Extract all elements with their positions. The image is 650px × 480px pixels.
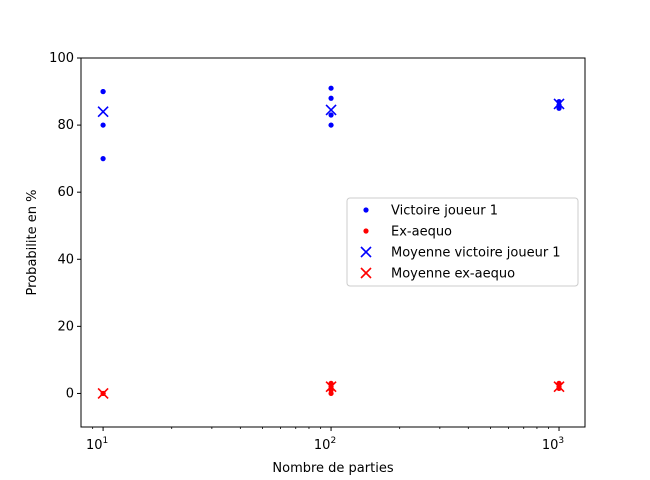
y-tick-label: 80 [57,118,74,133]
legend: Victoire joueur 1 Ex-aequo Moyenne victoir… [346,197,579,287]
y-tick-label: 100 [49,51,74,66]
legend-dot-marker [363,228,369,234]
y-tick-label: 0 [66,386,74,401]
legend-box [346,197,579,287]
series-1-point [328,390,334,397]
y-tick-label: 60 [57,185,74,200]
x-tick-label: 101 [86,436,108,453]
x-tick-label: 103 [542,436,564,453]
legend-x-marker [360,246,372,258]
x-axis-label: Nombre de parties [272,461,393,476]
legend-x-marker [360,267,372,279]
legend-dot-marker [363,207,369,213]
series-3-mean-point [553,381,565,393]
legend-entry-label: Moyenne victoire joueur 1 [391,246,561,261]
series-2-mean-point [97,106,109,118]
series-0-point [100,156,106,162]
series-0-point [328,112,334,118]
series-0-point [328,85,334,91]
series-3-mean-point [97,387,109,400]
legend-entry-label: Moyenne ex-aequo [391,267,515,282]
series-0-point [100,88,106,95]
y-tick-label: 40 [57,252,74,267]
series-3-mean-point [325,381,337,393]
x-tick-label: 102 [314,436,336,453]
series-0-point [328,122,334,128]
legend-entry-label: Victoire joueur 1 [391,204,498,219]
series-2-mean-point [553,98,565,110]
plot-area-frame [80,57,586,428]
series-0-point [556,105,562,111]
y-tick-label: 20 [57,319,74,334]
legend-entry-label: Ex-aequo [391,225,452,240]
series-0-point [100,122,106,128]
series-2-mean-point [325,104,337,116]
y-axis-label: Probabilite en % [25,190,40,296]
series-0-point [328,95,334,101]
